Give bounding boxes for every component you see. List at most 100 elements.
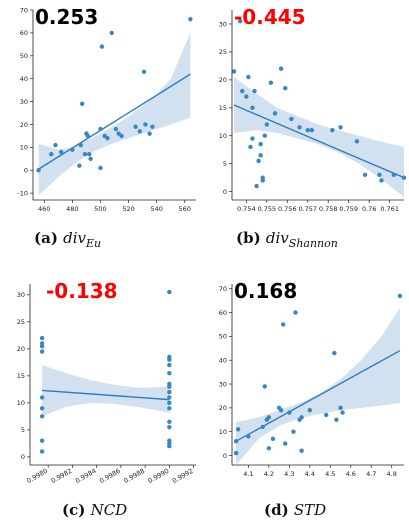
data-point (79, 101, 85, 107)
data-point (305, 127, 310, 133)
confidence-band (42, 365, 170, 417)
x-tick-label: 4.5 (325, 470, 335, 478)
data-point (167, 389, 172, 395)
data-point (272, 111, 278, 116)
data-point (167, 370, 172, 376)
data-point (291, 429, 296, 434)
correlation-value: 0.253 (35, 5, 98, 29)
x-tick-label: 0.9980 (25, 467, 49, 485)
y-tick-label: 20 (219, 404, 227, 412)
panel-caption: (d) STD (264, 501, 326, 519)
x-tick-label: 4.4 (305, 470, 315, 478)
x-tick-label: 520 (122, 205, 134, 213)
data-point (338, 405, 343, 411)
data-point (293, 310, 298, 315)
confidence-band (234, 77, 404, 198)
data-point (188, 16, 193, 22)
y-tick-label: 0 (24, 167, 28, 175)
confidence-band (236, 307, 400, 465)
y-tick-label: 60 (20, 29, 28, 37)
data-point (237, 18, 243, 24)
data-point (82, 152, 88, 157)
data-point (39, 341, 45, 346)
x-tick-label: 0.761 (380, 205, 399, 213)
data-point (231, 69, 237, 74)
data-point (299, 448, 304, 453)
data-point (266, 415, 272, 420)
x-tick-label: 560 (179, 205, 191, 213)
data-point (299, 415, 304, 420)
data-point (85, 133, 91, 139)
y-tick-label: 30 (20, 98, 28, 106)
data-point (250, 105, 255, 110)
data-point (254, 183, 259, 189)
data-point (340, 410, 345, 415)
y-tick-label: 20 (20, 121, 28, 129)
data-point (246, 74, 251, 80)
panel-caption: (b) divShannon (236, 229, 338, 250)
data-point (133, 124, 138, 129)
x-tick-label: 0.76 (362, 205, 376, 213)
correlation-value: -0.445 (234, 5, 306, 29)
y-tick-label: 60 (219, 309, 227, 317)
data-point (36, 168, 41, 173)
correlation-value: 0.168 (234, 279, 297, 303)
regression-line (38, 73, 191, 170)
data-point (150, 124, 155, 129)
data-point (280, 322, 286, 327)
y-tick-label: 25 (17, 318, 25, 326)
data-point (283, 86, 288, 91)
data-point (338, 125, 343, 130)
data-point (309, 127, 315, 133)
data-point (307, 408, 313, 413)
data-point (379, 178, 384, 183)
data-point (323, 412, 329, 418)
y-tick-label: 0 (223, 188, 227, 196)
data-point (105, 135, 110, 141)
data-point (262, 133, 267, 138)
x-tick-label: 460 (38, 205, 50, 213)
x-tick-label: 4.8 (387, 470, 397, 478)
x-tick-label: 0.9984 (74, 467, 98, 485)
data-point (354, 139, 360, 144)
y-tick-label: 15 (219, 104, 227, 112)
data-point (233, 438, 239, 444)
data-point (256, 158, 261, 164)
data-point (287, 410, 292, 415)
data-point (260, 424, 265, 430)
data-point (283, 441, 288, 446)
data-point (167, 362, 172, 368)
x-tick-label: 4.2 (264, 470, 274, 478)
data-point (244, 94, 249, 99)
y-tick-label: -10 (17, 189, 28, 197)
y-tick-label: 5 (21, 426, 25, 434)
panel-caption: (a) divEu (34, 229, 101, 250)
data-point (252, 88, 257, 94)
data-point (246, 434, 251, 439)
data-point (268, 80, 274, 85)
y-tick-label: 50 (219, 333, 227, 341)
regression-line (42, 389, 170, 401)
data-point (113, 126, 119, 132)
data-point (297, 125, 302, 130)
data-point (397, 293, 403, 299)
data-point (39, 414, 45, 419)
y-tick-label: 0 (223, 452, 227, 460)
y-tick-label: 20 (219, 76, 227, 84)
data-point (99, 44, 105, 49)
x-tick-label: 0.9986 (98, 467, 122, 485)
data-point (260, 175, 265, 180)
data-point (235, 427, 241, 432)
data-point (248, 144, 253, 150)
x-tick-label: 0.9992 (171, 467, 195, 485)
data-point (262, 384, 267, 389)
x-tick-label: 0.757 (298, 205, 317, 213)
y-tick-label: 5 (223, 160, 227, 168)
data-point (233, 450, 239, 456)
data-point (258, 141, 263, 147)
data-point (39, 406, 45, 411)
data-point (401, 175, 407, 180)
